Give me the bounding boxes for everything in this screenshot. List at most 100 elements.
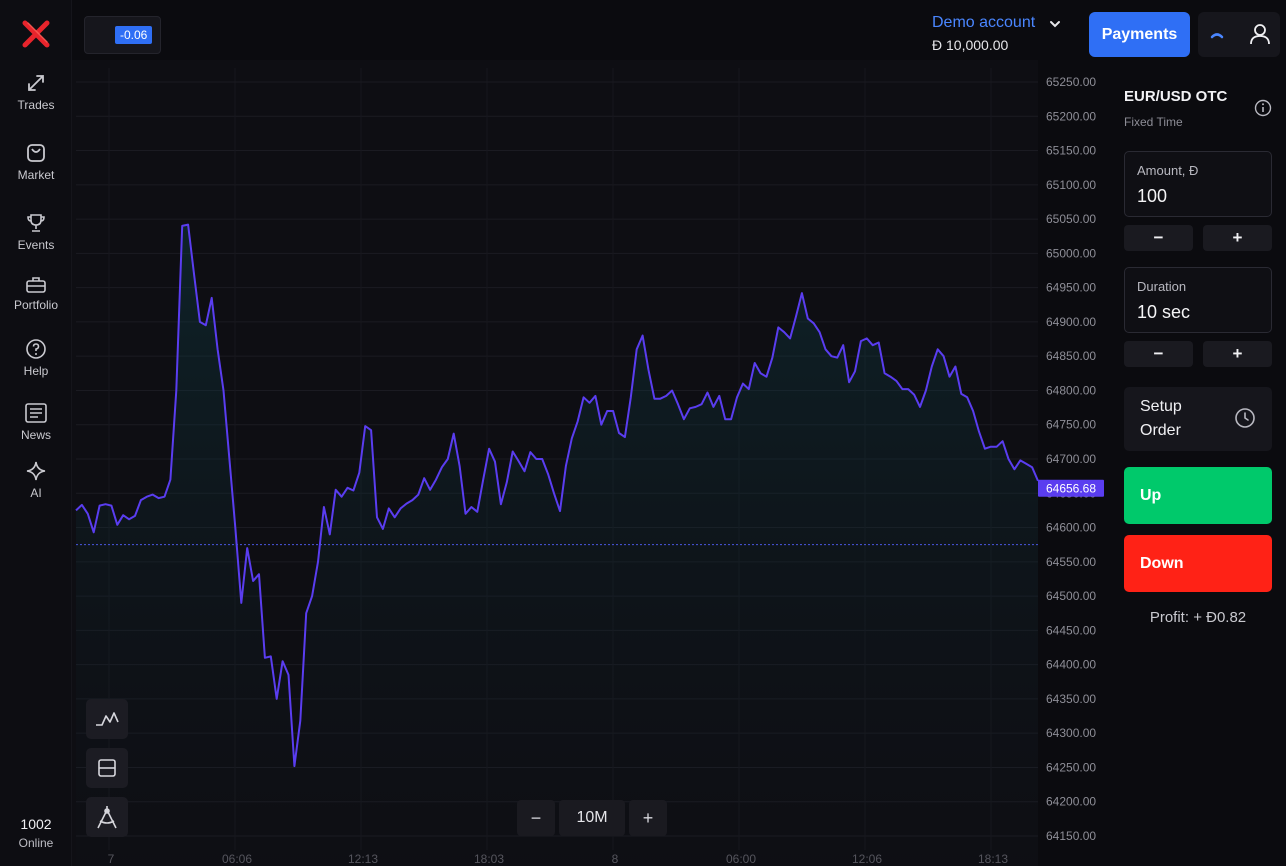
sparkle-icon (26, 461, 46, 481)
y-tick-label: 64800.00 (1046, 383, 1096, 397)
line-chart-icon (96, 712, 119, 726)
price-change-chip[interactable]: -0.06 (84, 16, 161, 54)
payments-button[interactable]: Payments (1089, 12, 1190, 57)
y-tick-label: 64550.00 (1046, 555, 1096, 569)
sidebar-item-market[interactable]: Market (0, 142, 72, 182)
x-tick-label: 7 (108, 852, 115, 866)
profit-estimate: Profit: + Đ0.82 (1149, 609, 1247, 626)
amount-field[interactable]: Amount, Đ 100 (1124, 151, 1272, 217)
sidebar-item-label: News (20, 428, 51, 442)
current-price-value: 64656.68 (1046, 482, 1096, 496)
sidebar-item-portfolio[interactable]: Portfolio (0, 276, 72, 312)
x-tick-label: 06:00 (726, 852, 756, 866)
amount-increase-button[interactable]: + (1203, 225, 1272, 251)
account-balance: Đ 10,000.00 (932, 37, 1009, 53)
y-tick-label: 64300.00 (1046, 726, 1096, 740)
sidebar-item-label: Market (17, 168, 55, 182)
up-button[interactable]: Up (1124, 467, 1272, 524)
y-tick-label: 64900.00 (1046, 315, 1096, 329)
y-tick-label: 64700.00 (1046, 452, 1096, 466)
y-tick-label: 64950.00 (1046, 281, 1096, 295)
chart-type-button[interactable] (86, 699, 128, 739)
newspaper-icon (25, 403, 47, 423)
setup-order-button[interactable]: Setup Order (1124, 387, 1272, 451)
x-tick-label: 12:13 (348, 852, 378, 866)
y-tick-label: 64850.00 (1046, 349, 1096, 363)
y-tick-label: 64150.00 (1046, 829, 1096, 843)
help-circle-icon (26, 339, 46, 359)
x-axis-labels: 7 06:06 12:13 18:03 8 06:00 12:06 18:13 (108, 852, 1009, 866)
zoom-in-button[interactable]: + (629, 800, 667, 836)
amount-decrease-button[interactable]: − (1124, 225, 1193, 251)
account-name: Demo account (932, 14, 1036, 31)
loading-spinner-icon (1210, 33, 1224, 39)
online-counter: 1002 Online (0, 816, 72, 850)
clock-icon (1235, 408, 1255, 428)
duration-label: Duration (1137, 279, 1187, 294)
drawing-compass-icon (97, 806, 117, 829)
y-tick-label: 64400.00 (1046, 658, 1096, 672)
shopping-bag-icon (27, 144, 45, 162)
timeframe-zoom: − 10M + (517, 800, 667, 836)
sidebar-item-ai[interactable]: AI (0, 460, 72, 500)
y-tick-label: 65050.00 (1046, 212, 1096, 226)
y-tick-label: 64750.00 (1046, 418, 1096, 432)
online-count: 1002 (20, 816, 52, 832)
sidebar: Trades Market Events Portfolio Help News… (0, 0, 72, 866)
y-tick-label: 65250.00 (1046, 75, 1096, 89)
asset-pair-title[interactable]: EUR/USD OTC (1124, 88, 1228, 105)
y-tick-label: 65200.00 (1046, 109, 1096, 123)
sidebar-item-label: Events (17, 238, 55, 252)
y-tick-label: 64450.00 (1046, 623, 1096, 637)
user-menu[interactable] (1198, 12, 1280, 57)
account-switcher[interactable]: Demo account Đ 10,000.00 (932, 14, 1035, 53)
y-tick-label: 64600.00 (1046, 521, 1096, 535)
price-chart[interactable]: 65250.00 65200.00 65150.00 65100.00 65050.00… (72, 60, 1110, 866)
amount-label: Amount, Đ (1137, 163, 1199, 178)
sidebar-item-events[interactable]: Events (0, 212, 72, 252)
sidebar-item-help[interactable]: Help (0, 338, 72, 378)
price-change-badge: -0.06 (115, 26, 153, 44)
trophy-icon (27, 214, 45, 232)
chevron-down-icon[interactable] (1048, 17, 1062, 31)
indicators-button[interactable] (86, 748, 128, 788)
drawing-tools-button[interactable] (86, 797, 128, 837)
y-tick-label: 65000.00 (1046, 246, 1096, 260)
y-tick-label: 64350.00 (1046, 692, 1096, 706)
duration-input[interactable]: 10 sec (1137, 302, 1191, 322)
sidebar-item-label: Help (23, 364, 49, 378)
user-profile-icon[interactable] (1248, 22, 1272, 46)
setup-order-label: Setup Order (1140, 398, 1182, 439)
sidebar-item-label: AI (30, 486, 42, 500)
y-tick-label: 64250.00 (1046, 760, 1096, 774)
x-tick-label: 12:06 (852, 852, 882, 866)
x-tick-label: 06:06 (222, 852, 252, 866)
panel-layout-icon (98, 759, 116, 777)
x-tick-label: 18:13 (978, 852, 1008, 866)
online-label: Online (18, 836, 54, 850)
sidebar-item-trades[interactable]: Trades (0, 72, 72, 112)
y-axis-labels: 65250.00 65200.00 65150.00 65100.00 65050.00… (1046, 75, 1096, 843)
price-line-series (75, 223, 1039, 768)
zoom-out-button[interactable]: − (517, 800, 555, 836)
brand-logo[interactable] (22, 20, 50, 48)
down-button[interactable]: Down (1124, 535, 1272, 592)
sidebar-item-label: Portfolio (13, 298, 59, 312)
y-tick-label: 65150.00 (1046, 144, 1096, 158)
current-price-tag (1038, 479, 1104, 497)
amount-input[interactable]: 100 (1137, 186, 1168, 206)
x-tick-label: 18:03 (474, 852, 504, 866)
sidebar-item-news[interactable]: News (0, 402, 72, 442)
sidebar-item-label: Trades (17, 98, 55, 112)
briefcase-icon (26, 277, 46, 293)
duration-decrease-button[interactable]: − (1124, 341, 1193, 367)
x-tick-label: 8 (612, 852, 619, 866)
y-tick-label: 64500.00 (1046, 589, 1096, 603)
y-tick-label: 65100.00 (1046, 178, 1096, 192)
info-icon[interactable] (1254, 99, 1272, 117)
y-tick-label: 64200.00 (1046, 795, 1096, 809)
duration-field[interactable]: Duration 10 sec (1124, 267, 1272, 333)
trade-mode-label: Fixed Time (1124, 115, 1183, 129)
duration-increase-button[interactable]: + (1203, 341, 1272, 367)
timeframe-value[interactable]: 10M (559, 800, 625, 836)
